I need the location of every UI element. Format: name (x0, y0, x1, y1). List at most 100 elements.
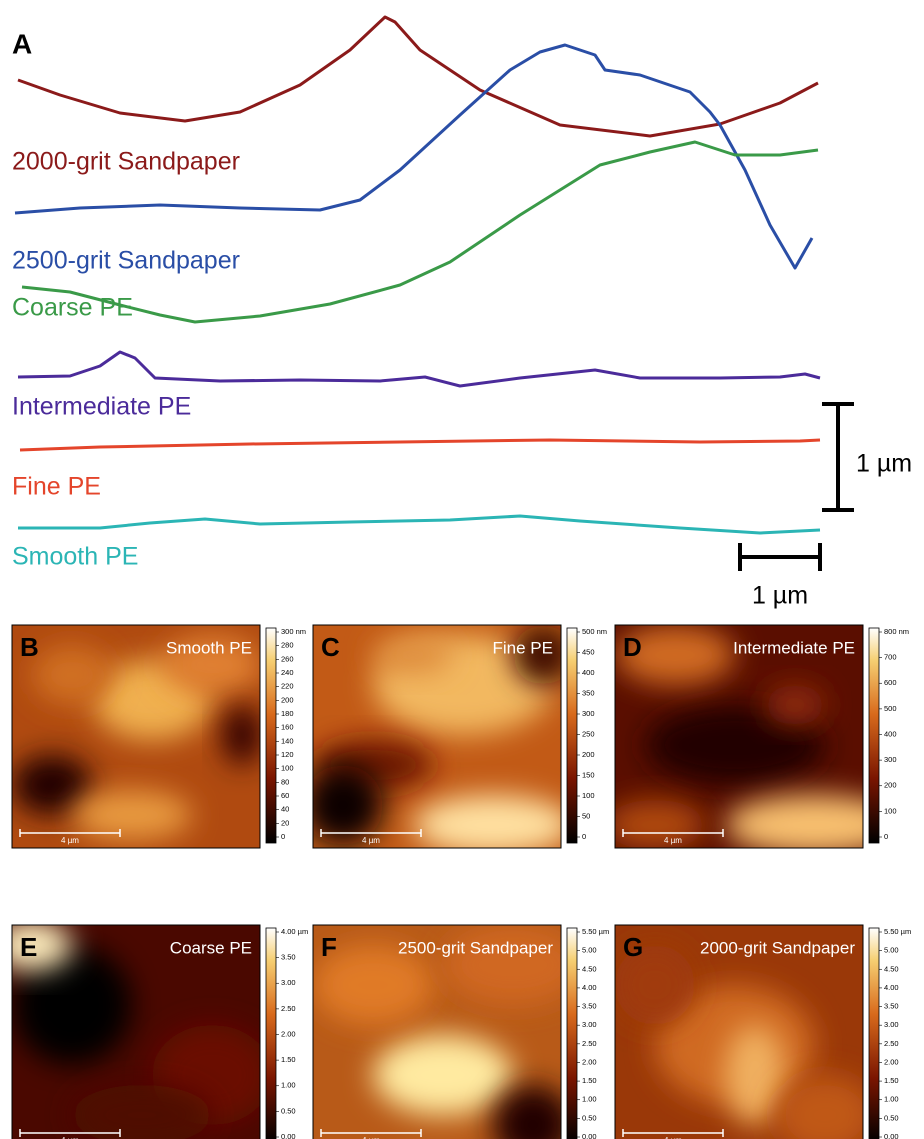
colorbar-tick-label: 300 (582, 709, 595, 718)
panel-label: B (20, 632, 39, 662)
afm-image (303, 625, 573, 855)
colorbar-tick-label: 5.50 µm (582, 927, 609, 936)
colorbar-tick-label: 100 (884, 806, 897, 815)
colorbar (869, 928, 879, 1139)
colorbar-tick-label: 500 nm (582, 627, 607, 636)
profile-label: Intermediate PE (12, 393, 191, 421)
colorbar-tick-label: 3.50 (884, 1002, 899, 1011)
panel-title: 2000-grit Sandpaper (700, 938, 855, 957)
colorbar-tick-label: 2.00 (281, 1029, 296, 1038)
profile-label: 2000-grit Sandpaper (12, 148, 240, 176)
colorbar-tick-label: 0.00 (281, 1132, 296, 1139)
colorbar-tick-label: 250 (582, 729, 595, 738)
profile-label: Smooth PE (12, 543, 138, 571)
colorbar (567, 928, 577, 1139)
colorbar-tick-label: 220 (281, 682, 294, 691)
colorbar-tick-label: 120 (281, 750, 294, 759)
colorbar-tick-label: 240 (281, 668, 294, 677)
colorbar-tick-label: 2.00 (884, 1057, 899, 1066)
profile-line (18, 17, 818, 136)
colorbar-tick-label: 1.50 (582, 1076, 597, 1085)
colorbar-tick-label: 0.50 (582, 1113, 597, 1122)
colorbar-tick-label: 700 (884, 653, 897, 662)
panel-title: 2500-grit Sandpaper (398, 938, 553, 957)
colorbar (266, 928, 276, 1139)
colorbar-tick-label: 140 (281, 736, 294, 745)
colorbar-tick-label: 20 (281, 818, 289, 827)
colorbar (266, 628, 276, 843)
profile-label: Fine PE (12, 473, 101, 501)
panel-label: F (321, 932, 337, 962)
colorbar-tick-label: 0 (884, 832, 888, 841)
panel-label: G (623, 932, 643, 962)
colorbar-tick-label: 5.00 (884, 946, 899, 955)
colorbar-tick-label: 3.50 (281, 953, 296, 962)
colorbar-tick-label: 300 (884, 755, 897, 764)
panel-label: C (321, 632, 340, 662)
colorbar-tick-label: 100 (582, 791, 595, 800)
profile-label: 2500-grit Sandpaper (12, 247, 240, 275)
page: {"panel_a": {"label": "A", "profiles": [… (0, 0, 924, 1139)
afm-image (12, 625, 262, 848)
scale-bar-label: 1 µm (752, 582, 808, 610)
panel-label: E (20, 932, 37, 962)
scale-bar-label: 4 µm (61, 836, 79, 845)
colorbar-tick-label: 3.00 (281, 978, 296, 987)
colorbar-tick-label: 1.50 (884, 1076, 899, 1085)
colorbar-tick-label: 1.00 (884, 1095, 899, 1104)
colorbar-tick-label: 0 (281, 832, 285, 841)
colorbar-tick-label: 5.00 (582, 946, 597, 955)
scale-bar-label: 4 µm (362, 836, 380, 845)
profile-label: Coarse PE (12, 294, 133, 322)
profile-line (18, 352, 820, 386)
colorbar-tick-label: 280 (281, 641, 294, 650)
colorbar-tick-label: 40 (281, 805, 289, 814)
colorbar-tick-label: 80 (281, 777, 289, 786)
colorbar (567, 628, 577, 843)
colorbar-tick-label: 300 nm (281, 627, 306, 636)
colorbar-tick-label: 200 (281, 695, 294, 704)
colorbar-tick-label: 800 nm (884, 627, 909, 636)
colorbar-tick-label: 4.00 (582, 983, 597, 992)
colorbar-tick-label: 0.00 (884, 1132, 899, 1139)
colorbar-tick-label: 600 (884, 678, 897, 687)
colorbar-tick-label: 500 (884, 704, 897, 713)
colorbar-tick-label: 0 (582, 832, 586, 841)
afm-panel: BSmooth PE4 µm300 nm28026024022020018016… (12, 625, 306, 848)
scale-bar-label: 1 µm (856, 450, 912, 478)
colorbar-tick-label: 4.00 µm (281, 927, 308, 936)
colorbar-tick-label: 50 (582, 811, 590, 820)
colorbar-tick-label: 400 (582, 668, 595, 677)
colorbar-tick-label: 350 (582, 688, 595, 697)
colorbar-tick-label: 200 (884, 781, 897, 790)
colorbar-tick-label: 3.00 (582, 1020, 597, 1029)
colorbar-tick-label: 1.00 (582, 1095, 597, 1104)
colorbar-tick-label: 160 (281, 723, 294, 732)
colorbar-tick-label: 2.50 (884, 1039, 899, 1048)
colorbar-tick-label: 0.00 (582, 1132, 597, 1139)
panel-label: D (623, 632, 642, 662)
colorbar-tick-label: 3.50 (582, 1002, 597, 1011)
panel-title: Coarse PE (170, 938, 252, 957)
colorbar-tick-label: 0.50 (884, 1113, 899, 1122)
profile-line (18, 516, 820, 533)
panel-label: A (12, 28, 32, 59)
colorbar-tick-label: 2.50 (281, 1004, 296, 1013)
panel-title: Smooth PE (166, 638, 252, 657)
panel-title: Fine PE (493, 638, 553, 657)
colorbar-tick-label: 150 (582, 770, 595, 779)
colorbar-tick-label: 260 (281, 654, 294, 663)
colorbar-tick-label: 3.00 (884, 1020, 899, 1029)
afm-panel: DIntermediate PE4 µm800 nm70060050040030… (605, 625, 909, 855)
profile-line (20, 440, 820, 450)
colorbar-tick-label: 450 (582, 647, 595, 656)
colorbar-tick-label: 0.50 (281, 1106, 296, 1115)
colorbar-tick-label: 2.00 (582, 1057, 597, 1066)
colorbar-tick-label: 1.00 (281, 1081, 296, 1090)
colorbar-tick-label: 180 (281, 709, 294, 718)
colorbar-tick-label: 5.50 µm (884, 927, 911, 936)
afm-image (605, 625, 905, 855)
